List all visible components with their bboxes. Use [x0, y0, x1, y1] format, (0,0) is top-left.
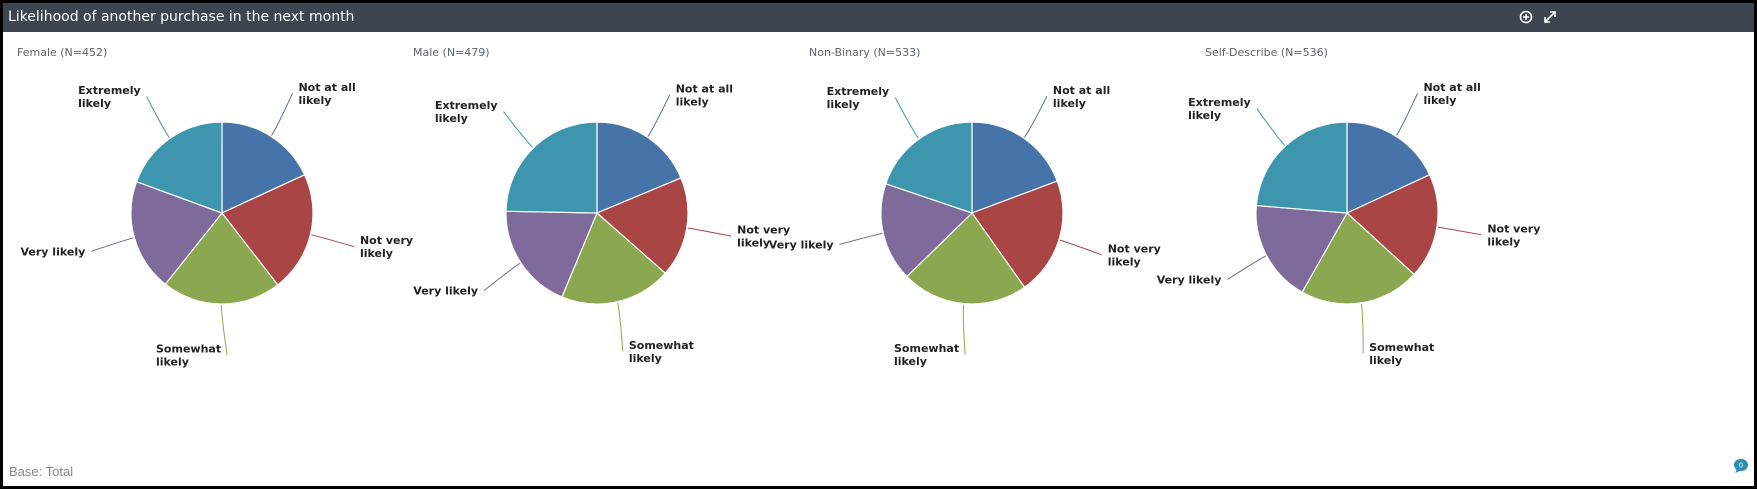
pie-slice-very-likely[interactable] [130, 180, 223, 286]
pie-slice-not-at-all-likely[interactable] [971, 121, 1059, 214]
expand-icon[interactable] [1543, 10, 1557, 24]
pie-slice-somewhat-likely[interactable] [164, 212, 279, 305]
slice-label: Somewhat likely [894, 342, 959, 368]
label-connector [1023, 96, 1048, 138]
slice-label: Not very likely [1487, 222, 1540, 248]
label-connector [687, 227, 732, 237]
slice-label: Very likely [21, 245, 86, 258]
slice-label: Very likely [769, 238, 834, 251]
label-connector [1437, 226, 1482, 236]
label-connector [146, 96, 170, 138]
pie-slice-not-at-all-likely[interactable] [221, 121, 306, 214]
label-connector [1256, 108, 1286, 146]
pie-slice-extremely-likely[interactable] [135, 121, 223, 214]
slice-label: Not at all likely [1053, 84, 1110, 110]
label-connector [1227, 255, 1266, 280]
chart-title: Male (N=479) [413, 46, 490, 59]
slice-label: Somewhat likely [629, 339, 694, 365]
label-connector [1396, 93, 1418, 136]
label-connector [311, 234, 355, 248]
label-connector [1360, 303, 1364, 354]
pie-slice-somewhat-likely[interactable] [906, 212, 1026, 305]
pie-slice-very-likely[interactable] [880, 183, 974, 278]
base-label: Base: Total [9, 464, 74, 479]
pie-slice-not-very-likely[interactable] [971, 180, 1064, 289]
pie-slice-extremely-likely[interactable] [505, 121, 598, 214]
pie-chart-1: Female (N=452) Not at all likely Not very li… [17, 46, 413, 368]
pie-chart-4: Self-Describe (N=536) Not at all likely Not… [1157, 46, 1541, 367]
slice-label: Not very likely [1108, 242, 1161, 268]
pie-slice-somewhat-likely[interactable] [1301, 212, 1415, 305]
label-connector [220, 304, 228, 356]
slice-label: Very likely [1157, 273, 1222, 286]
slice-label: Not very likely [737, 224, 790, 250]
label-connector [894, 97, 919, 139]
slice-label: Extremely likely [78, 84, 141, 110]
pie-slice-extremely-likely[interactable] [885, 121, 973, 214]
label-connector [617, 302, 624, 352]
panel-title: Likelihood of another purchase in the ne… [8, 9, 355, 25]
slice-label: Very likely [413, 285, 478, 298]
slice-label: Not at all likely [1423, 81, 1480, 107]
chart-title: Female (N=452) [17, 46, 107, 59]
chart-title: Non-Binary (N=533) [809, 46, 920, 59]
title-bar: Likelihood of another purchase in the ne… [3, 3, 1754, 32]
pie-slice-not-at-all-likely[interactable] [596, 121, 682, 214]
pie-charts: Female (N=452) Not at all likely Not very li… [17, 46, 1541, 368]
pie-slice-extremely-likely[interactable] [1255, 121, 1348, 214]
slice-label: Extremely likely [435, 99, 498, 125]
slice-label: Not at all likely [298, 81, 355, 107]
label-connector [1059, 239, 1102, 256]
pie-slice-very-likely[interactable] [1255, 204, 1348, 294]
comment-bubble-icon[interactable]: 0 [1732, 457, 1750, 475]
add-circle-icon[interactable] [1519, 10, 1533, 24]
chart-panel: Likelihood of another purchase in the ne… [3, 3, 1754, 486]
pie-chart-3: Non-Binary (N=533) Not at all likely Not ve… [769, 46, 1161, 368]
slice-label: Somewhat likely [156, 342, 221, 368]
pie-slice-not-at-all-likely[interactable] [1346, 121, 1431, 214]
slice-label: Somewhat likely [1369, 341, 1434, 367]
pie-slice-not-very-likely[interactable] [1345, 173, 1439, 276]
label-connector [962, 304, 966, 355]
comment-count: 0 [1739, 462, 1743, 470]
pie-slice-not-very-likely[interactable] [221, 173, 314, 286]
label-connector [483, 262, 521, 291]
pie-slice-not-very-likely[interactable] [595, 177, 689, 275]
label-connector [839, 232, 883, 245]
slice-label: Not at all likely [676, 82, 733, 108]
pie-chart-2: Male (N=479) Not at all likely Not very like… [413, 46, 790, 365]
slice-label: Not very likely [360, 234, 413, 260]
slice-label: Extremely likely [827, 85, 890, 111]
label-connector [503, 111, 533, 148]
chart-title: Self-Describe (N=536) [1205, 46, 1328, 59]
label-connector [91, 237, 134, 252]
label-connector [647, 94, 671, 137]
label-connector [271, 93, 293, 136]
slice-label: Extremely likely [1188, 96, 1251, 122]
pie-slice-very-likely[interactable] [505, 210, 598, 298]
